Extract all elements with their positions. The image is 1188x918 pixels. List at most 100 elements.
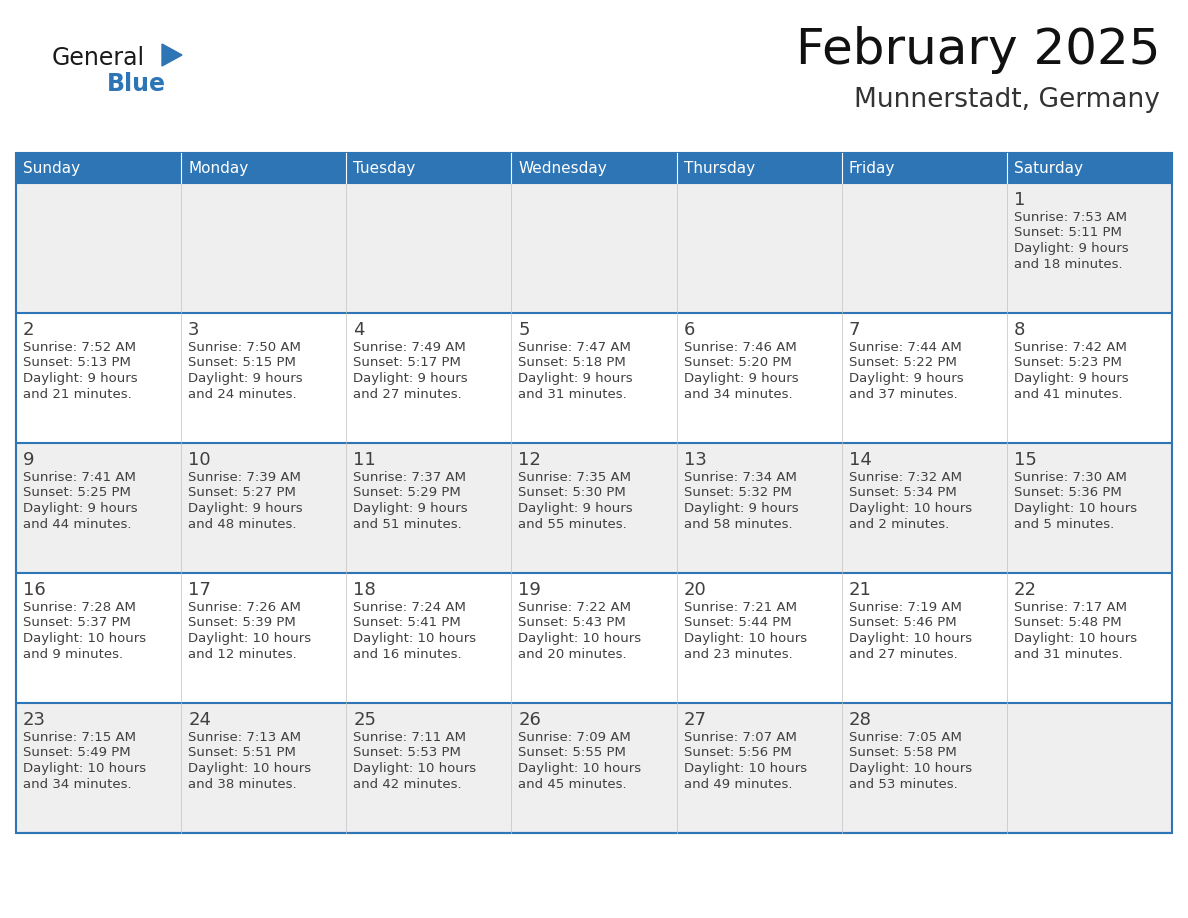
Text: and 31 minutes.: and 31 minutes. — [518, 387, 627, 400]
Text: and 58 minutes.: and 58 minutes. — [683, 518, 792, 531]
Text: Sunset: 5:30 PM: Sunset: 5:30 PM — [518, 487, 626, 499]
Text: Saturday: Saturday — [1013, 161, 1082, 175]
Text: Sunrise: 7:24 AM: Sunrise: 7:24 AM — [353, 601, 466, 614]
Text: Daylight: 10 hours: Daylight: 10 hours — [1013, 502, 1137, 515]
Text: and 53 minutes.: and 53 minutes. — [848, 778, 958, 790]
Text: Sunset: 5:44 PM: Sunset: 5:44 PM — [683, 617, 791, 630]
Text: Sunset: 5:22 PM: Sunset: 5:22 PM — [848, 356, 956, 370]
Text: Sunset: 5:58 PM: Sunset: 5:58 PM — [848, 746, 956, 759]
Text: 27: 27 — [683, 711, 707, 729]
Text: Sunrise: 7:44 AM: Sunrise: 7:44 AM — [848, 341, 961, 354]
Text: Sunset: 5:32 PM: Sunset: 5:32 PM — [683, 487, 791, 499]
Text: 19: 19 — [518, 581, 542, 599]
Text: and 55 minutes.: and 55 minutes. — [518, 518, 627, 531]
Text: and 42 minutes.: and 42 minutes. — [353, 778, 462, 790]
Text: Daylight: 10 hours: Daylight: 10 hours — [848, 632, 972, 645]
Text: 12: 12 — [518, 451, 542, 469]
Text: Sunset: 5:39 PM: Sunset: 5:39 PM — [188, 617, 296, 630]
Text: Sunset: 5:43 PM: Sunset: 5:43 PM — [518, 617, 626, 630]
Text: Sunrise: 7:32 AM: Sunrise: 7:32 AM — [848, 471, 962, 484]
Text: Sunrise: 7:13 AM: Sunrise: 7:13 AM — [188, 731, 301, 744]
Text: and 16 minutes.: and 16 minutes. — [353, 647, 462, 660]
Text: Daylight: 9 hours: Daylight: 9 hours — [188, 372, 303, 385]
Text: and 49 minutes.: and 49 minutes. — [683, 778, 792, 790]
Text: Sunset: 5:15 PM: Sunset: 5:15 PM — [188, 356, 296, 370]
Text: 3: 3 — [188, 321, 200, 339]
Text: 28: 28 — [848, 711, 872, 729]
Text: 4: 4 — [353, 321, 365, 339]
Text: Sunrise: 7:50 AM: Sunrise: 7:50 AM — [188, 341, 301, 354]
Text: Daylight: 10 hours: Daylight: 10 hours — [23, 632, 146, 645]
Text: Sunset: 5:25 PM: Sunset: 5:25 PM — [23, 487, 131, 499]
Text: and 12 minutes.: and 12 minutes. — [188, 647, 297, 660]
Text: Daylight: 9 hours: Daylight: 9 hours — [23, 372, 138, 385]
Polygon shape — [162, 44, 182, 66]
Text: Daylight: 9 hours: Daylight: 9 hours — [683, 372, 798, 385]
Text: Sunset: 5:51 PM: Sunset: 5:51 PM — [188, 746, 296, 759]
Text: Sunday: Sunday — [23, 161, 80, 175]
Text: 16: 16 — [23, 581, 46, 599]
Text: Daylight: 10 hours: Daylight: 10 hours — [683, 632, 807, 645]
Text: and 37 minutes.: and 37 minutes. — [848, 387, 958, 400]
Text: 6: 6 — [683, 321, 695, 339]
Text: and 38 minutes.: and 38 minutes. — [188, 778, 297, 790]
Text: 25: 25 — [353, 711, 377, 729]
Text: Sunset: 5:41 PM: Sunset: 5:41 PM — [353, 617, 461, 630]
Bar — [15, 443, 1173, 573]
Text: Daylight: 10 hours: Daylight: 10 hours — [353, 632, 476, 645]
Text: and 34 minutes.: and 34 minutes. — [23, 778, 132, 790]
Text: Sunset: 5:27 PM: Sunset: 5:27 PM — [188, 487, 296, 499]
Text: Blue: Blue — [107, 72, 166, 96]
Text: Sunset: 5:55 PM: Sunset: 5:55 PM — [518, 746, 626, 759]
Text: Sunset: 5:46 PM: Sunset: 5:46 PM — [848, 617, 956, 630]
Text: and 9 minutes.: and 9 minutes. — [23, 647, 124, 660]
Text: Daylight: 9 hours: Daylight: 9 hours — [23, 502, 138, 515]
Text: 11: 11 — [353, 451, 377, 469]
Text: Daylight: 9 hours: Daylight: 9 hours — [518, 502, 633, 515]
Text: Sunrise: 7:07 AM: Sunrise: 7:07 AM — [683, 731, 796, 744]
Text: and 27 minutes.: and 27 minutes. — [848, 647, 958, 660]
Text: Sunrise: 7:41 AM: Sunrise: 7:41 AM — [23, 471, 135, 484]
Text: Sunrise: 7:37 AM: Sunrise: 7:37 AM — [353, 471, 466, 484]
Text: Daylight: 9 hours: Daylight: 9 hours — [518, 372, 633, 385]
Text: 24: 24 — [188, 711, 211, 729]
Text: Sunset: 5:11 PM: Sunset: 5:11 PM — [1013, 227, 1121, 240]
Text: Daylight: 10 hours: Daylight: 10 hours — [518, 762, 642, 775]
Text: Daylight: 10 hours: Daylight: 10 hours — [188, 762, 311, 775]
Text: 7: 7 — [848, 321, 860, 339]
Text: Sunrise: 7:46 AM: Sunrise: 7:46 AM — [683, 341, 796, 354]
Text: Sunrise: 7:53 AM: Sunrise: 7:53 AM — [1013, 211, 1127, 224]
Text: Friday: Friday — [848, 161, 895, 175]
Text: 17: 17 — [188, 581, 211, 599]
Text: Sunrise: 7:22 AM: Sunrise: 7:22 AM — [518, 601, 632, 614]
Bar — [15, 313, 1173, 443]
Text: Sunrise: 7:49 AM: Sunrise: 7:49 AM — [353, 341, 466, 354]
Text: 21: 21 — [848, 581, 872, 599]
Text: Daylight: 9 hours: Daylight: 9 hours — [1013, 372, 1129, 385]
Text: Daylight: 10 hours: Daylight: 10 hours — [23, 762, 146, 775]
Text: Sunset: 5:49 PM: Sunset: 5:49 PM — [23, 746, 131, 759]
Text: and 2 minutes.: and 2 minutes. — [848, 518, 949, 531]
Text: Sunset: 5:23 PM: Sunset: 5:23 PM — [1013, 356, 1121, 370]
Text: Sunrise: 7:17 AM: Sunrise: 7:17 AM — [1013, 601, 1127, 614]
Text: Sunrise: 7:15 AM: Sunrise: 7:15 AM — [23, 731, 135, 744]
Text: 1: 1 — [1013, 191, 1025, 209]
Text: 8: 8 — [1013, 321, 1025, 339]
Bar — [15, 153, 1173, 833]
Text: and 31 minutes.: and 31 minutes. — [1013, 647, 1123, 660]
Text: 14: 14 — [848, 451, 872, 469]
Text: Daylight: 10 hours: Daylight: 10 hours — [683, 762, 807, 775]
Text: Daylight: 10 hours: Daylight: 10 hours — [848, 502, 972, 515]
Text: 26: 26 — [518, 711, 542, 729]
Text: February 2025: February 2025 — [796, 26, 1159, 74]
Text: Sunset: 5:18 PM: Sunset: 5:18 PM — [518, 356, 626, 370]
Text: Sunrise: 7:26 AM: Sunrise: 7:26 AM — [188, 601, 301, 614]
Bar — [15, 573, 1173, 703]
Text: and 20 minutes.: and 20 minutes. — [518, 647, 627, 660]
Text: Daylight: 9 hours: Daylight: 9 hours — [353, 372, 468, 385]
Text: and 24 minutes.: and 24 minutes. — [188, 387, 297, 400]
Text: 18: 18 — [353, 581, 377, 599]
Text: Sunrise: 7:30 AM: Sunrise: 7:30 AM — [1013, 471, 1126, 484]
Text: 10: 10 — [188, 451, 210, 469]
Text: Sunrise: 7:39 AM: Sunrise: 7:39 AM — [188, 471, 301, 484]
